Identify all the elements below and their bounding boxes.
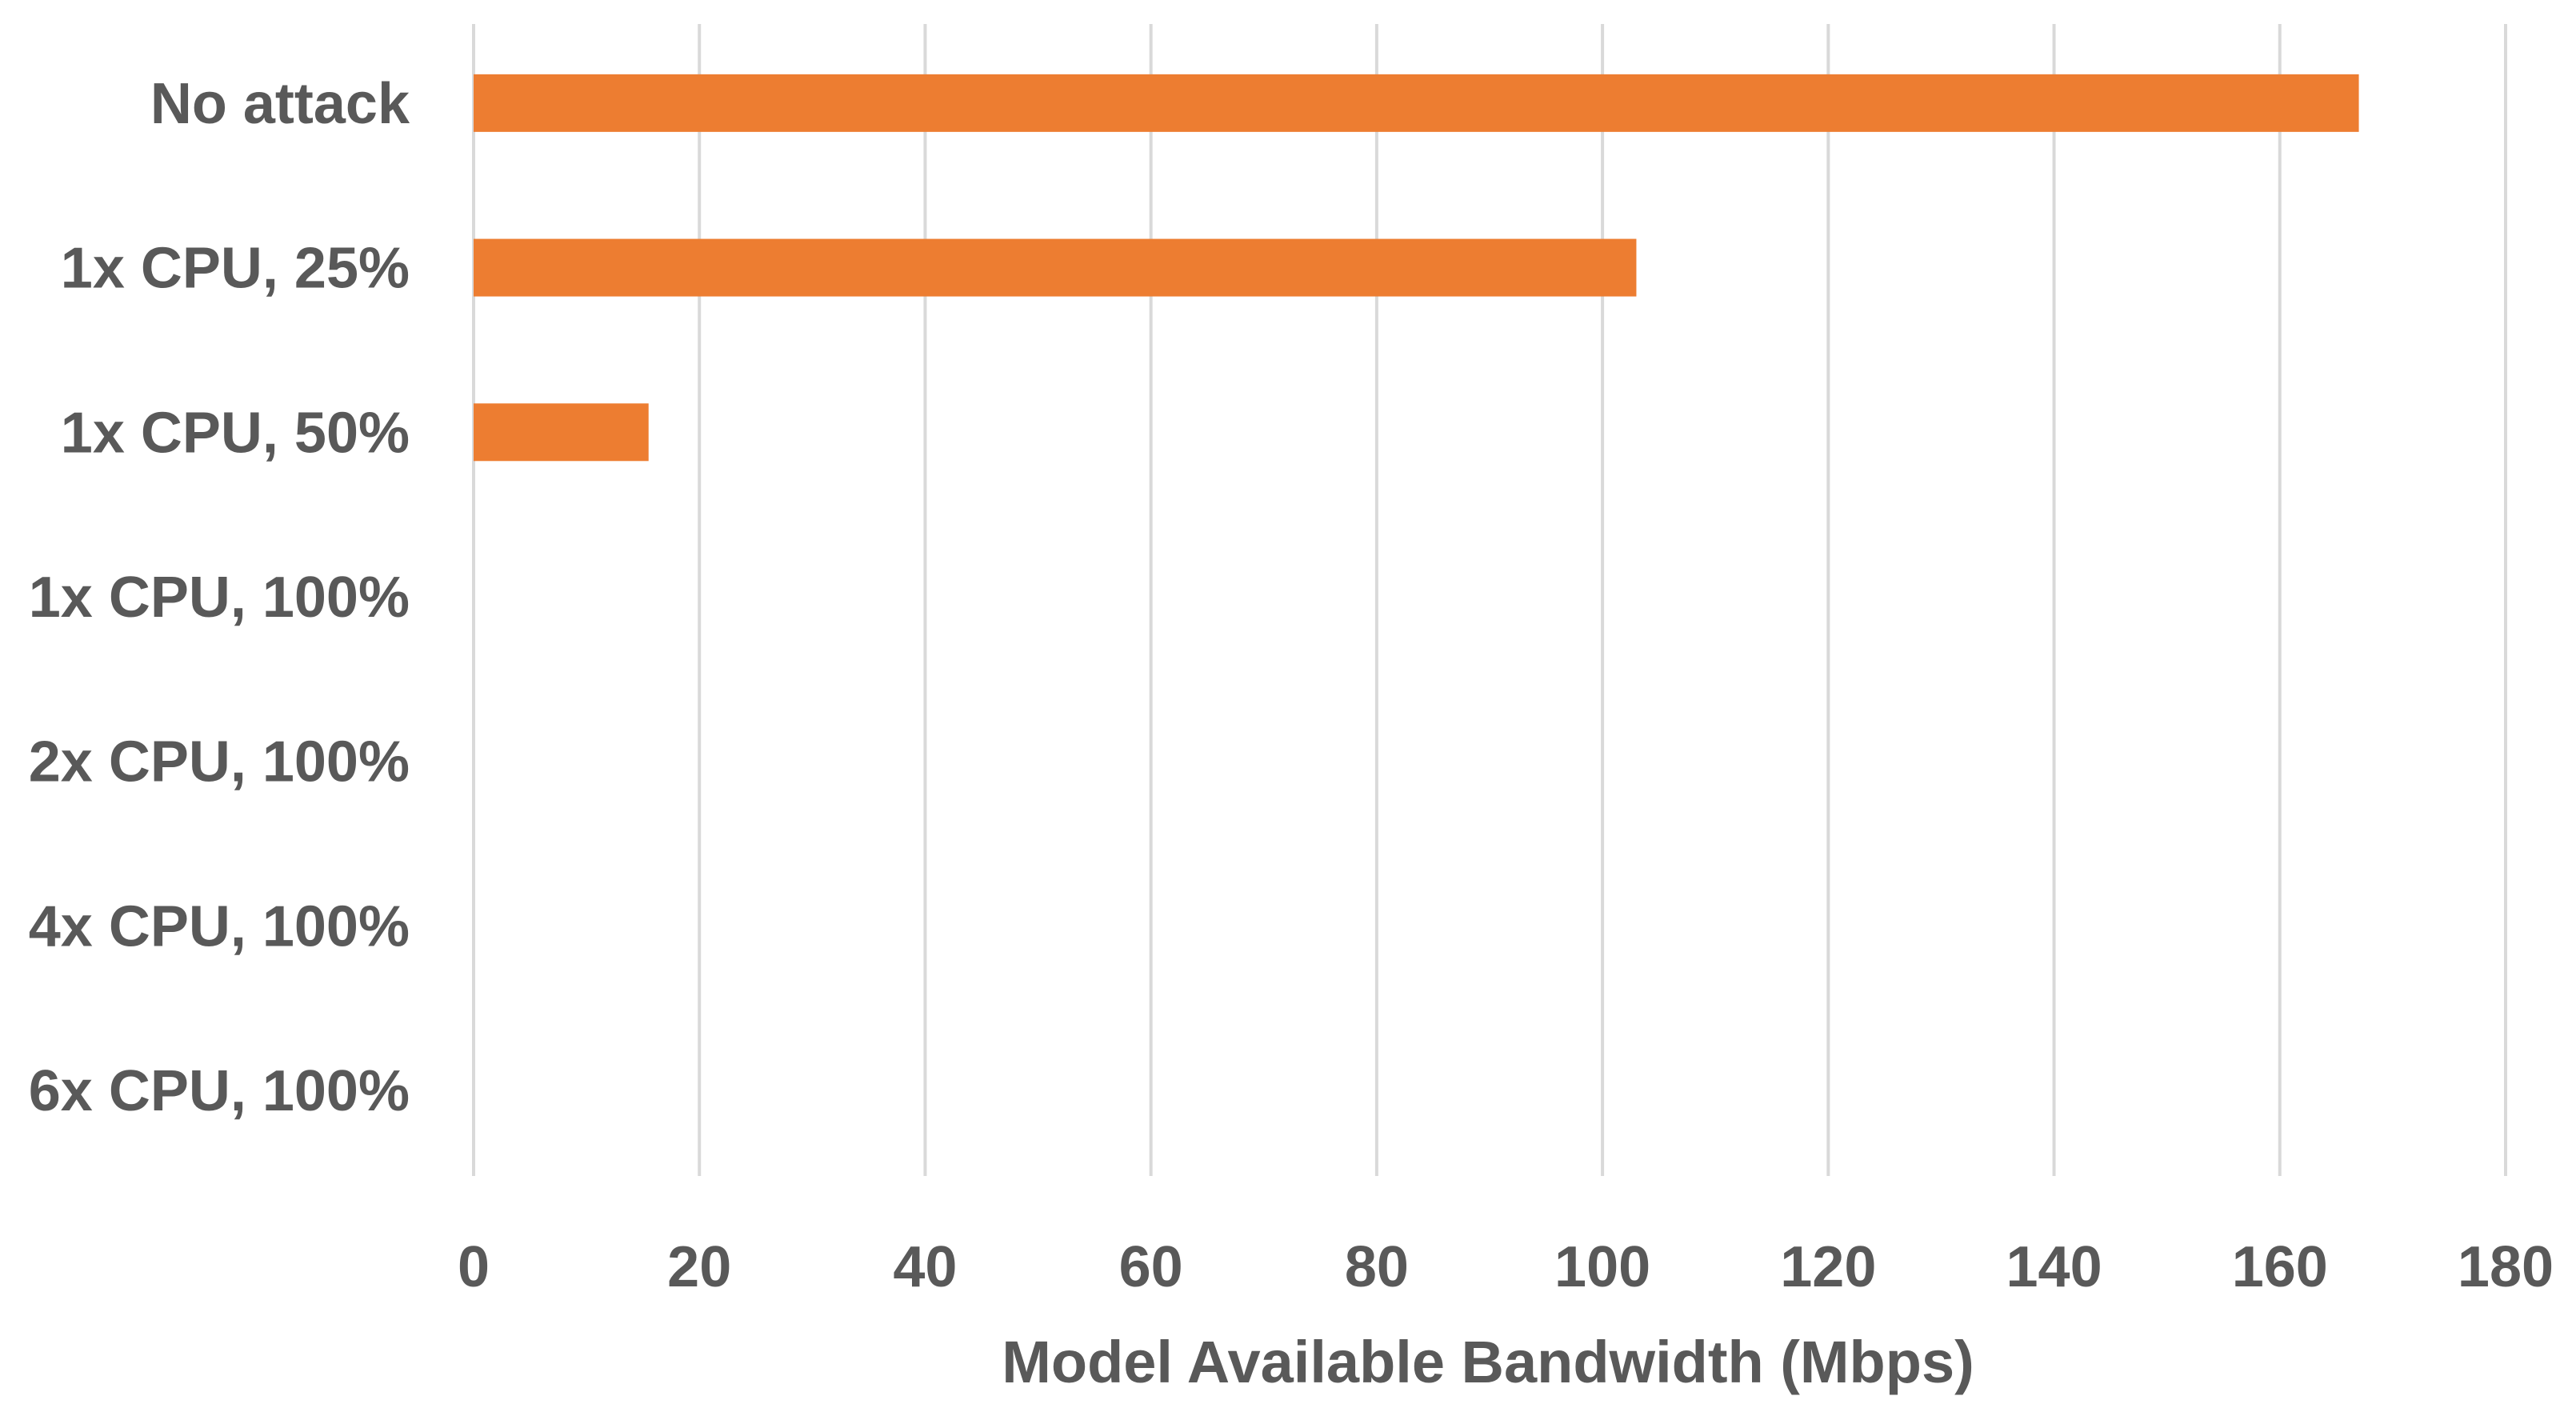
- gridlines: [472, 24, 2507, 1176]
- bar: [474, 238, 1637, 297]
- x-tick-label: 180: [2458, 1235, 2554, 1299]
- category-label: 1x CPU, 25%: [61, 237, 410, 301]
- x-tick-label: 40: [893, 1235, 957, 1299]
- x-tick-label: 100: [1554, 1235, 1650, 1299]
- bar: [474, 74, 2359, 132]
- x-tick-label: 120: [1780, 1235, 1876, 1299]
- category-label: 1x CPU, 50%: [61, 401, 410, 465]
- x-tick-label: 80: [1345, 1235, 1409, 1299]
- x-axis-title: Model Available Bandwidth (Mbps): [1002, 1329, 1974, 1395]
- category-label: 1x CPU, 100%: [29, 566, 410, 630]
- category-label: 6x CPU, 100%: [29, 1059, 410, 1123]
- x-tick-label: 0: [458, 1235, 490, 1299]
- bar: [474, 403, 649, 462]
- category-labels: No attack 1x CPU, 25% 1x CPU, 50% 1x CPU, 1…: [29, 72, 410, 1123]
- x-tick-labels: 0 20 40 60 80 100 120 140 160 180: [458, 1235, 2554, 1299]
- category-label: 4x CPU, 100%: [29, 894, 410, 958]
- category-label: 2x CPU, 100%: [29, 730, 410, 794]
- x-tick-label: 140: [2006, 1235, 2102, 1299]
- bars: [474, 74, 2359, 462]
- category-label: No attack: [150, 72, 410, 136]
- x-tick-label: 20: [667, 1235, 731, 1299]
- x-tick-label: 160: [2232, 1235, 2328, 1299]
- x-tick-label: 60: [1119, 1235, 1183, 1299]
